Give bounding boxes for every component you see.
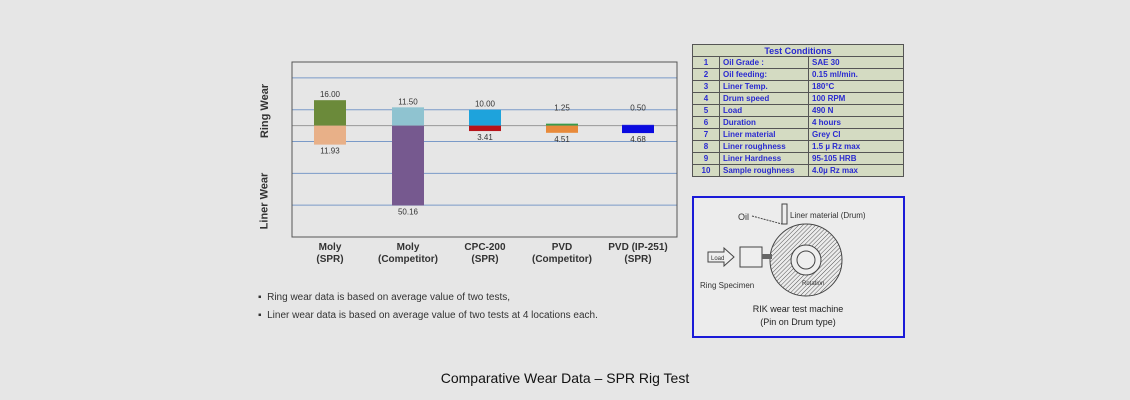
diagram-title-2: (Pin on Drum type) <box>760 317 836 327</box>
parameter: Sample roughness <box>719 164 809 177</box>
label-liner-wear: 11.93 <box>320 147 340 156</box>
rotation-label: Rotation <box>802 281 824 287</box>
oil-nozzle <box>781 203 788 225</box>
value: 100 RPM <box>808 92 904 105</box>
parameter: Liner Hardness <box>719 152 809 165</box>
bar-liner-wear <box>622 125 654 134</box>
parameter: Oil feeding: <box>719 68 809 81</box>
label-liner-wear: 4.51 <box>554 135 570 144</box>
note-liner: ▪ Liner wear data is based on average va… <box>258 310 598 321</box>
value: 1.5 µ Rz max <box>808 140 904 153</box>
label-ring-wear: 11.50 <box>398 97 418 106</box>
table-row: 4 Drum speed 100 RPM <box>692 92 904 105</box>
load-label: Load <box>711 256 724 262</box>
value: 490 N <box>808 104 904 117</box>
oil-label: Oil <box>738 212 749 222</box>
note-liner-text: Liner wear data is based on average valu… <box>267 310 598 321</box>
x-tick-label: CPC-200 (SPR) <box>464 242 506 265</box>
table-title: Test Conditions <box>692 44 904 57</box>
row-number: 1 <box>692 56 720 69</box>
parameter: Drum speed <box>719 92 809 105</box>
label-ring-wear: 16.00 <box>320 90 341 99</box>
table-row: 6 Duration 4 hours <box>692 116 904 129</box>
parameter: Oil Grade : <box>719 56 809 69</box>
label-liner-wear: 50.16 <box>398 207 419 216</box>
table-row: 5 Load 490 N <box>692 104 904 117</box>
table-row: 2 Oil feeding: 0.15 ml/min. <box>692 68 904 81</box>
bar-liner-wear <box>469 125 501 132</box>
table-row: 9 Liner Hardness 95-105 HRB <box>692 152 904 165</box>
test-conditions-table: Test Conditions 1 Oil Grade : SAE 30 2 Oil f… <box>692 44 904 177</box>
bar-ring-wear <box>314 100 346 126</box>
value: 4 hours <box>808 116 904 129</box>
row-number: 9 <box>692 152 720 165</box>
load-arrow-icon <box>707 246 735 268</box>
value: Grey CI <box>808 128 904 141</box>
x-tick-label: Moly (Competitor) <box>378 242 438 265</box>
x-tick-label: Moly (SPR) <box>316 242 344 265</box>
parameter: Load <box>719 104 809 117</box>
table-row: 10 Sample roughness 4.0µ Rz max <box>692 164 904 177</box>
ylabel-ring-wear: Ring Wear <box>259 83 272 139</box>
row-number: 8 <box>692 140 720 153</box>
parameter: Liner Temp. <box>719 80 809 93</box>
row-number: 6 <box>692 116 720 129</box>
note-ring-text: Ring wear data is based on average value… <box>267 292 511 303</box>
ring-specimen-label: Ring Specimen <box>700 281 754 290</box>
label-ring-wear: 1.25 <box>554 104 570 113</box>
caption: Comparative Wear Data – SPR Rig Test <box>440 370 690 386</box>
rik-machine-diagram: Oil Liner material (Drum) Load Rotation … <box>692 196 905 338</box>
table-row: 8 Liner roughness 1.5 µ Rz max <box>692 140 904 153</box>
liner-label: Liner material (Drum) <box>790 211 866 220</box>
specimen-holder <box>739 246 763 268</box>
row-number: 3 <box>692 80 720 93</box>
value: 0.15 ml/min. <box>808 68 904 81</box>
bar-liner-wear <box>546 125 578 133</box>
label-ring-wear: 10.00 <box>475 100 496 109</box>
table-row: 7 Liner material Grey CI <box>692 128 904 141</box>
diagram-title-1: RIK wear test machine <box>753 304 844 314</box>
row-number: 4 <box>692 92 720 105</box>
x-tick-label: PVD (Competitor) <box>532 242 592 265</box>
label-liner-wear: 4.68 <box>630 135 646 144</box>
value: 180°C <box>808 80 904 93</box>
row-number: 10 <box>692 164 720 177</box>
label-ring-wear: 0.50 <box>630 104 646 113</box>
row-number: 2 <box>692 68 720 81</box>
bar-liner-wear <box>314 125 346 145</box>
plot-frame <box>291 61 678 238</box>
parameter: Liner roughness <box>719 140 809 153</box>
parameter: Duration <box>719 116 809 129</box>
value: 4.0µ Rz max <box>808 164 904 177</box>
bar-ring-wear <box>469 109 501 126</box>
x-tick-label: PVD (IP-251) (SPR) <box>608 242 668 265</box>
row-number: 5 <box>692 104 720 117</box>
bar-ring-wear <box>622 124 654 126</box>
chart-plot: 16.00 11.93 11.50 50.16 10.00 3.41 1.25 4.51 0.5… <box>291 61 678 238</box>
bar-ring-wear <box>392 107 424 126</box>
table-row: 1 Oil Grade : SAE 30 <box>692 56 904 69</box>
bar-ring-wear <box>546 123 578 126</box>
parameter: Liner material <box>719 128 809 141</box>
row-number: 7 <box>692 128 720 141</box>
bar-liner-wear <box>392 125 424 206</box>
value: SAE 30 <box>808 56 904 69</box>
value: 95-105 HRB <box>808 152 904 165</box>
note-ring: ▪ Ring wear data is based on average val… <box>258 292 511 303</box>
machine-drawing: Oil Liner material (Drum) Load Rotation … <box>700 203 866 327</box>
ylabel-liner-wear: Liner Wear <box>258 172 271 230</box>
label-liner-wear: 3.41 <box>477 133 493 142</box>
table-row: 3 Liner Temp. 180°C <box>692 80 904 93</box>
